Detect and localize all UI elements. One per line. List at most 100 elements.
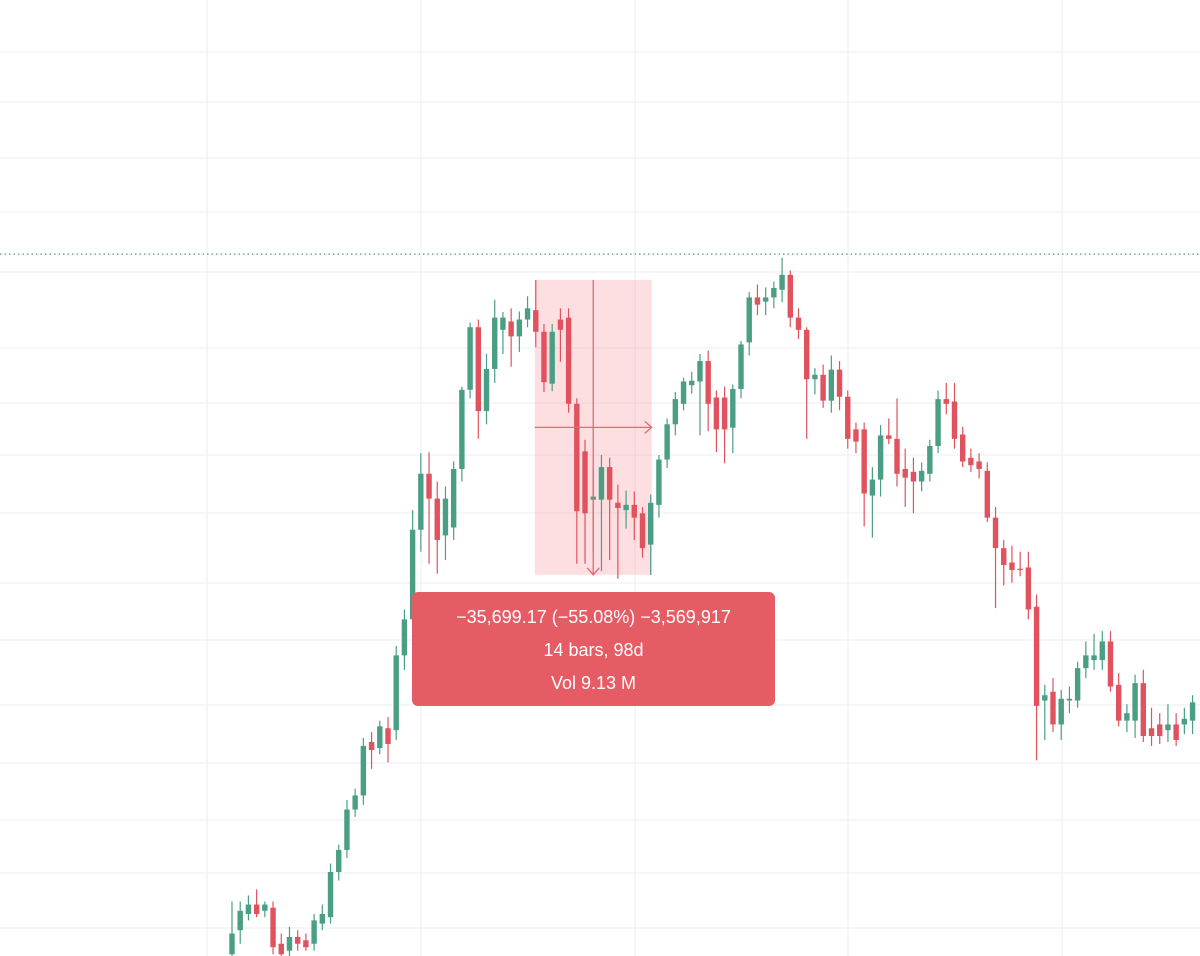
- candle-body: [779, 274, 785, 290]
- candle-body: [467, 327, 473, 390]
- candle-body: [869, 479, 876, 496]
- candle-body: [377, 726, 383, 748]
- candle-body: [976, 461, 982, 469]
- candle-body: [656, 459, 662, 505]
- candle-body: [1099, 641, 1105, 661]
- candle-body: [319, 913, 326, 924]
- candle-body: [1148, 728, 1155, 737]
- candle-body: [508, 321, 514, 337]
- candle-body: [409, 529, 416, 620]
- candle-body: [401, 619, 408, 656]
- candle-body: [738, 344, 744, 390]
- candle-body: [262, 904, 268, 911]
- candle-body: [1091, 655, 1097, 661]
- candle-body: [935, 399, 941, 446]
- candle-body: [442, 498, 449, 536]
- candle-body: [516, 319, 523, 337]
- candle-body: [1066, 698, 1073, 701]
- candle-body: [393, 655, 399, 731]
- candle-body: [1033, 606, 1040, 706]
- candle-body: [902, 468, 908, 478]
- candle-body: [746, 297, 752, 343]
- candle-body: [229, 933, 235, 955]
- candle-body: [1189, 702, 1196, 721]
- tooltip-line: 14 bars, 98d: [543, 640, 643, 660]
- candle-body: [500, 317, 506, 330]
- candle-body: [1050, 691, 1056, 725]
- candle-body: [1074, 668, 1081, 701]
- candle-body: [845, 396, 851, 439]
- candle-body: [1025, 567, 1032, 610]
- measure-tooltip: [412, 592, 775, 706]
- candle-body: [344, 809, 350, 850]
- candle-body: [360, 745, 367, 796]
- candle-body: [1107, 641, 1114, 687]
- candle-body: [598, 467, 605, 500]
- candle-body: [943, 399, 949, 404]
- candle-body: [992, 517, 999, 549]
- candle-body: [294, 936, 301, 944]
- candle-body: [418, 473, 424, 530]
- candle-body: [1017, 568, 1023, 570]
- candle-body: [475, 327, 481, 412]
- candle-body: [1115, 684, 1122, 721]
- candle-body: [245, 904, 252, 914]
- candle-body: [1083, 655, 1089, 669]
- candle-body: [951, 401, 958, 439]
- candle-body: [804, 329, 810, 380]
- tooltip-line: Vol 9.13 M: [551, 673, 636, 693]
- candle-body: [426, 473, 432, 499]
- candle-body: [689, 380, 695, 386]
- candle-body: [664, 424, 670, 460]
- candle-body: [1124, 713, 1130, 721]
- candle-body: [984, 470, 991, 518]
- candle-body: [1058, 698, 1064, 725]
- candle-body: [927, 445, 933, 474]
- candle-body: [533, 310, 539, 332]
- candle-body: [918, 470, 925, 482]
- candle-body: [434, 498, 440, 540]
- candle-body: [1181, 718, 1188, 725]
- candle-body: [1009, 562, 1015, 570]
- candle-body: [459, 389, 465, 469]
- candle-body: [894, 438, 900, 474]
- candle-body: [623, 504, 629, 511]
- candle-body: [557, 319, 564, 330]
- candle-body: [968, 457, 974, 466]
- candle-body: [1157, 724, 1163, 737]
- candle-body: [836, 369, 843, 397]
- candle-body: [910, 471, 917, 482]
- candle-body: [713, 397, 720, 430]
- candle-body: [615, 502, 621, 509]
- arrow-head: [644, 420, 653, 434]
- candle-body: [492, 317, 498, 369]
- candle-body: [286, 936, 293, 951]
- candle-body: [1132, 683, 1138, 721]
- candle-body: [1140, 683, 1147, 737]
- candle-body: [697, 361, 703, 382]
- candle-body: [253, 904, 260, 914]
- candle-body: [787, 274, 793, 318]
- candle-body: [730, 389, 736, 428]
- candle-body: [450, 468, 457, 528]
- candle-body: [582, 451, 588, 514]
- candle-body: [648, 502, 654, 545]
- tooltip-line: −35,699.17 (−55.08%) −3,569,917: [456, 607, 731, 627]
- candle-body: [327, 871, 334, 918]
- candle-body: [672, 399, 679, 425]
- candle-body: [631, 504, 637, 518]
- candle-body: [270, 907, 276, 948]
- candle-body: [278, 943, 284, 955]
- candle-body: [721, 397, 728, 430]
- candle-body: [680, 381, 687, 404]
- candle-body: [828, 369, 835, 401]
- candle-body: [812, 374, 818, 380]
- candle-body: [754, 297, 761, 305]
- candle-body: [352, 795, 358, 810]
- candle-body: [368, 741, 375, 751]
- candle-body: [762, 297, 769, 302]
- candle-body: [336, 849, 342, 872]
- candle-body: [771, 287, 777, 298]
